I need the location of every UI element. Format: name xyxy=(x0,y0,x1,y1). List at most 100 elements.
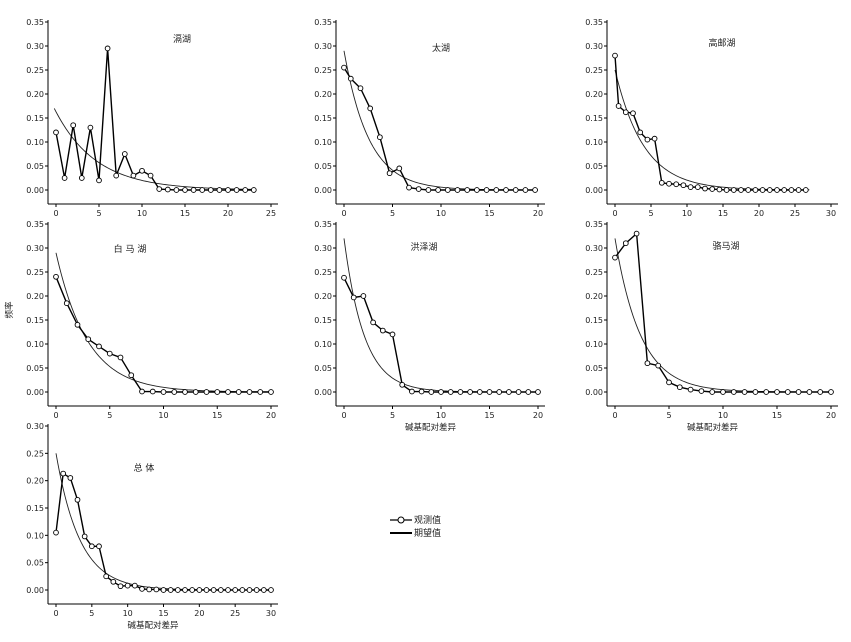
y-tick-label: 0.25 xyxy=(585,268,603,277)
observed-point xyxy=(160,587,167,593)
observed-point xyxy=(139,388,145,395)
x-tick-label: 15 xyxy=(718,209,728,218)
observed-point xyxy=(130,172,137,179)
observed-point xyxy=(196,587,203,593)
x-tick-label: 10 xyxy=(436,411,446,420)
observed-point xyxy=(389,331,396,338)
observed-point xyxy=(752,187,759,193)
observed-point xyxy=(81,533,88,540)
observed-point xyxy=(217,587,224,593)
x-tick-label: 10 xyxy=(137,209,147,218)
observed-point xyxy=(203,587,210,593)
observed-point xyxy=(146,586,153,593)
y-tick-label: 0.05 xyxy=(26,559,44,568)
panel-title: 骆马湖 xyxy=(712,240,739,252)
y-tick-label: 0.10 xyxy=(314,340,332,349)
x-tick-label: 15 xyxy=(772,411,782,420)
observed-point xyxy=(655,362,662,369)
x-tick-label: 20 xyxy=(266,411,276,420)
observed-point xyxy=(483,187,490,193)
observed-line xyxy=(55,276,271,393)
panel-4: 0.00 0.05 0.10 0.15 0.20 0.25 0.30 0.35 0 5 10 15 20… xyxy=(26,220,278,420)
y-tick-label: 0.35 xyxy=(314,18,332,27)
observed-point xyxy=(347,75,354,82)
y-tick-label: 0.35 xyxy=(314,220,332,229)
observed-point xyxy=(78,175,85,181)
observed-point xyxy=(828,389,834,395)
expected-curve xyxy=(614,69,810,191)
observed-point xyxy=(233,187,240,193)
observed-point xyxy=(738,187,744,193)
observed-point xyxy=(406,184,412,191)
y-tick-label: 0.05 xyxy=(585,162,603,171)
x-tick-label: 15 xyxy=(484,209,494,218)
observed-point xyxy=(377,134,383,141)
y-tick-label: 0.00 xyxy=(585,186,603,195)
observed-point xyxy=(53,129,59,136)
y-tick-label: 0.15 xyxy=(26,316,44,325)
y-tick-label: 0.10 xyxy=(26,340,44,349)
expected-curve xyxy=(343,238,538,393)
x-axis-label: 碱基配对差异 xyxy=(127,620,179,631)
observed-point xyxy=(795,187,802,193)
observed-point xyxy=(128,372,135,379)
observed-point xyxy=(149,388,156,395)
observed-point xyxy=(409,388,415,395)
observed-point xyxy=(496,389,503,395)
y-tick-label: 0.00 xyxy=(26,186,44,195)
observed-point xyxy=(153,586,160,593)
panel-3: 0.00 0.05 0.10 0.15 0.20 0.25 0.30 0.35 0 5 10 15 20… xyxy=(585,18,838,218)
y-tick-label: 0.25 xyxy=(314,268,332,277)
observed-point xyxy=(189,587,196,593)
observed-point xyxy=(225,587,231,593)
observed-point xyxy=(525,389,532,395)
x-tick-label: 10 xyxy=(436,209,446,218)
observed-point xyxy=(698,388,705,394)
y-tick-label: 0.05 xyxy=(585,364,603,373)
x-tick-label: 0 xyxy=(341,411,346,420)
y-tick-label: 0.30 xyxy=(314,42,332,51)
panel-title: 滆湖 xyxy=(173,34,191,45)
y-tick-label: 0.25 xyxy=(26,449,44,458)
observed-point xyxy=(687,184,694,190)
expected-curve xyxy=(614,238,832,393)
observed-point xyxy=(676,384,683,391)
observed-point xyxy=(418,388,425,395)
x-axis-label: 碱基配对差异 xyxy=(687,422,739,433)
y-tick-label: 0.35 xyxy=(26,18,44,27)
observed-point xyxy=(174,587,181,593)
observed-point xyxy=(203,389,210,395)
observed-point xyxy=(763,389,770,395)
observed-point xyxy=(85,336,92,343)
x-tick-label: 0 xyxy=(53,411,58,420)
y-tick-label: 0.15 xyxy=(585,316,603,325)
y-tick-label: 0.10 xyxy=(314,138,332,147)
observed-point xyxy=(766,187,773,193)
x-tick-label: 20 xyxy=(754,209,764,218)
observed-point xyxy=(113,172,120,179)
observed-point xyxy=(232,587,239,593)
observed-point xyxy=(225,187,231,193)
y-tick-label: 0.05 xyxy=(314,162,332,171)
observed-point xyxy=(235,389,242,395)
observed-point xyxy=(637,129,644,136)
observed-point xyxy=(225,389,231,395)
y-tick-label: 0.30 xyxy=(585,244,603,253)
panels: 0.00 0.05 0.10 0.15 0.20 0.25 0.30 0.35 0 5 10 15 20… xyxy=(26,18,838,631)
observed-point xyxy=(139,586,145,592)
observed-point xyxy=(784,389,791,395)
observed-point xyxy=(60,470,67,477)
observed-point xyxy=(630,110,636,117)
observed-point xyxy=(723,187,730,193)
panel-title: 白 马 湖 xyxy=(114,243,147,255)
legend-observed-marker xyxy=(397,516,405,524)
observed-point xyxy=(239,587,246,593)
observed-point xyxy=(246,389,253,395)
observed-point xyxy=(117,354,124,361)
y-tick-label: 0.10 xyxy=(26,531,44,540)
panel-title: 总 体 xyxy=(134,462,155,474)
x-tick-label: 15 xyxy=(158,609,168,618)
y-tick-label: 0.35 xyxy=(585,220,603,229)
observed-point xyxy=(464,187,471,193)
x-tick-label: 20 xyxy=(223,209,233,218)
